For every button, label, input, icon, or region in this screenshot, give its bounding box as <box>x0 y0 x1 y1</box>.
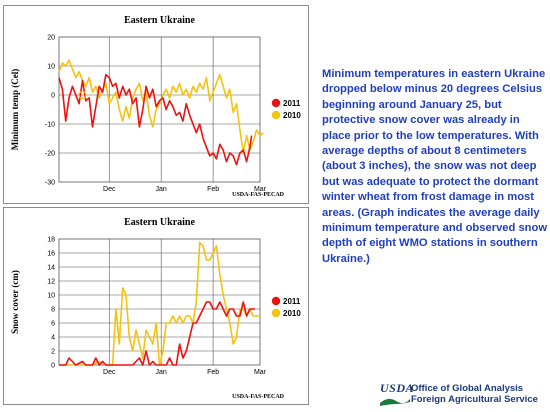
y-tick-label: 6 <box>51 321 55 328</box>
x-tick-label: Feb <box>207 186 219 193</box>
legend-swatch-2011 <box>271 296 281 306</box>
x-tick-label: Jan <box>156 186 167 193</box>
series-line-2011 <box>59 301 255 366</box>
annotation-marker <box>78 90 87 100</box>
y-tick-label: 10 <box>47 64 55 71</box>
series-line-2010 <box>59 241 260 366</box>
snow-cover-chart-panel: Eastern Ukraine 18 16 14 12 10 8 6 4 2 0 Dec Jan Feb M… <box>3 207 309 405</box>
legend-label-2011: 2011 <box>283 297 301 306</box>
office-line-1: Office of Global Analysis <box>411 383 524 394</box>
y-tick-label: 8 <box>51 307 55 314</box>
legend-label-2010: 2010 <box>283 309 301 318</box>
x-tick-label: Dec <box>103 186 116 193</box>
y-tick-label: 0 <box>51 363 55 370</box>
chart-title: Eastern Ukraine <box>124 15 195 26</box>
chart-title: Eastern Ukraine <box>124 217 195 228</box>
office-line-2: Foreign Agricultural Service <box>411 394 538 405</box>
usda-logo: USDA Office of Global Analysis Foreign A… <box>380 381 548 409</box>
y-tick-label: 16 <box>47 251 55 258</box>
temperature-chart-panel: Eastern Ukraine 20 10 0 -10 -20 -30 Dec Jan Feb Ma… <box>3 5 309 204</box>
x-tick-label: Mar <box>254 186 267 193</box>
legend-swatch-2011 <box>271 98 281 108</box>
legend-label-2011: 2011 <box>283 99 301 108</box>
x-tick-label: Jan <box>156 369 167 376</box>
description-text: Minimum temperatures in eastern Ukraine … <box>322 68 548 265</box>
plot-frame <box>58 238 261 366</box>
y-tick-label: 2 <box>51 349 55 356</box>
series-line-2011 <box>58 73 253 166</box>
y-axis-label: Minimum temp (Cel) <box>10 69 20 150</box>
snow-cover-chart: Eastern Ukraine 18 16 14 12 10 8 6 4 2 0 Dec Jan Feb M… <box>10 217 301 400</box>
office-lines: Office of Global Analysis Foreign Agricu… <box>411 383 538 405</box>
y-tick-label: 18 <box>47 237 55 244</box>
usda-mark-icon: USDA <box>380 381 414 407</box>
y-tick-label: 12 <box>47 279 55 286</box>
plot-frame <box>58 36 261 183</box>
chart-credit: USDA-FAS-PECAD <box>232 192 285 198</box>
y-tick-label: 20 <box>47 35 55 42</box>
y-tick-label: 4 <box>51 335 55 342</box>
y-tick-label: -10 <box>45 122 55 129</box>
x-tick-label: Feb <box>207 369 219 376</box>
y-tick-label: 10 <box>47 293 55 300</box>
usda-swoosh-icon <box>380 398 410 406</box>
y-tick-label: 0 <box>51 93 55 100</box>
legend-swatch-2010 <box>271 308 281 318</box>
legend-swatch-2010 <box>271 110 281 120</box>
usda-wordmark: USDA <box>380 381 415 395</box>
y-axis-label: Snow cover (cm) <box>10 270 20 334</box>
x-tick-label: Dec <box>103 369 116 376</box>
y-tick-label: 14 <box>47 265 55 272</box>
y-tick-label: -30 <box>45 180 55 187</box>
x-tick-label: Mar <box>254 369 267 376</box>
y-tick-label: -20 <box>45 151 55 158</box>
legend-label-2010: 2010 <box>283 111 301 120</box>
chart-credit: USDA-FAS-PECAD <box>232 394 285 400</box>
